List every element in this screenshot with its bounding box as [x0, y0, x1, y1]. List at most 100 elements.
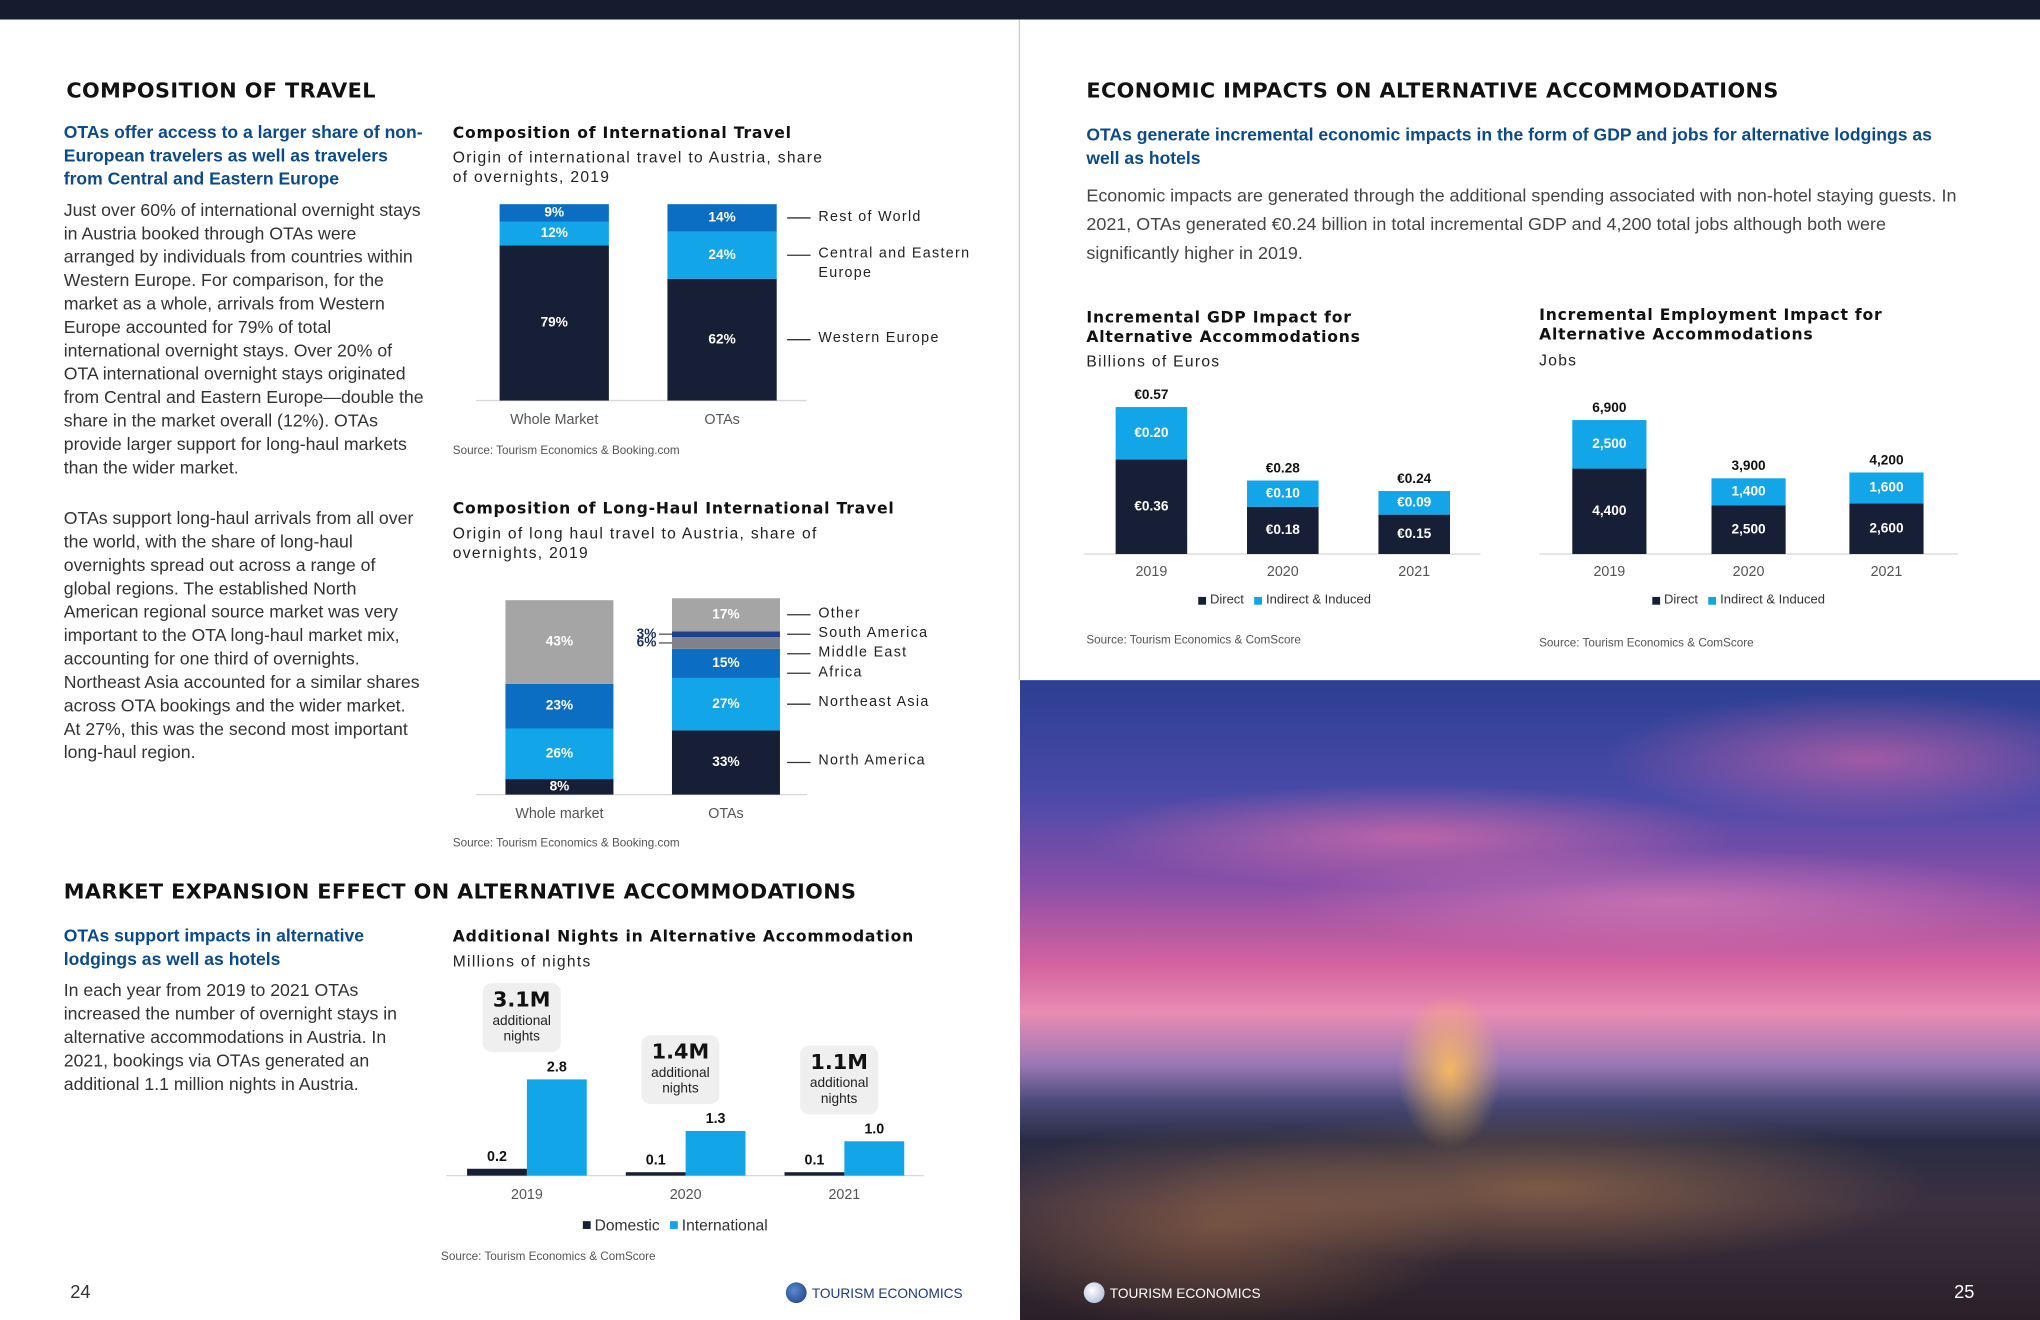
bar-segment [1247, 506, 1319, 555]
chart-subtitle: Jobs [1539, 351, 1578, 370]
section-heading: ECONOMIC IMPACTS ON ALTERNATIVE ACCOMMOD… [1086, 78, 1779, 103]
legend-label: Domestic [594, 1215, 660, 1235]
logo-text: TOURISM ECONOMICS [1109, 1286, 1261, 1302]
legend-label: Direct [1664, 593, 1698, 608]
data-label: 6% [637, 635, 657, 650]
data-label: 1.0 [864, 1121, 884, 1137]
legend-label: Rest of World [818, 208, 922, 225]
data-label: 17% [712, 606, 739, 621]
chart-title: Incremental GDP Impact for Alternative A… [1086, 308, 1361, 346]
category-label: 2020 [1733, 564, 1765, 580]
chart-title: Composition of International Travel [452, 123, 792, 142]
data-label: 1.3 [706, 1111, 726, 1127]
legend: Direct Indirect & Induced [1652, 593, 1835, 608]
data-label: 43% [546, 634, 573, 649]
bar-segment [505, 728, 614, 780]
bar-segment [505, 600, 614, 684]
data-label: 1,600 [1869, 480, 1904, 495]
data-label: €0.09 [1397, 494, 1432, 509]
legend-label: Northeast Asia [818, 695, 930, 711]
data-label: €0.36 [1134, 498, 1169, 513]
legend-label: Indirect & Induced [1266, 593, 1371, 608]
category-label: 2019 [1593, 564, 1625, 580]
category-label: Whole Market [510, 412, 598, 428]
bar-segment [505, 779, 614, 795]
data-label: 2,600 [1869, 520, 1904, 535]
legend-label: Middle East [818, 644, 908, 661]
legend-label: International [681, 1215, 768, 1235]
page-number: 25 [1954, 1280, 1975, 1302]
data-label: 23% [546, 698, 573, 713]
data-label: 2,500 [1731, 521, 1766, 536]
data-label: 26% [546, 745, 573, 760]
legend-item: Indirect & Induced [1254, 593, 1371, 607]
logo-icon [785, 1282, 807, 1304]
bar-segment [671, 648, 780, 678]
chart-source: Source: Tourism Economics & Booking.com [452, 836, 680, 850]
bar-segment [671, 677, 780, 731]
category-label: 2019 [1135, 564, 1167, 580]
legend-label: Western Europe [818, 330, 940, 347]
annotation-box: 3.1M additional nights [482, 983, 561, 1053]
logo-icon [1083, 1282, 1105, 1304]
total-label: €0.57 [1134, 387, 1168, 402]
data-label: 33% [712, 754, 739, 769]
bar-segment [1572, 468, 1647, 555]
data-label: 3% [637, 626, 657, 641]
category-label: 2021 [1871, 564, 1903, 580]
total-label: €0.28 [1266, 460, 1301, 475]
data-label: €0.15 [1397, 526, 1432, 541]
legend-swatch [582, 1221, 591, 1229]
bar-segment [1115, 459, 1188, 555]
data-label: €0.10 [1266, 485, 1301, 500]
bar [685, 1130, 746, 1176]
legend-item: Indirect & Induced [1708, 593, 1825, 607]
paragraph: In each year from 2019 to 2021 OTAs incr… [63, 980, 398, 1094]
chart-subtitle: Millions of nights [452, 951, 592, 971]
data-label: €0.20 [1134, 425, 1169, 440]
bar-segment [505, 683, 614, 729]
category-label: 2021 [828, 1187, 860, 1203]
chart-source: Source: Tourism Economics & Booking.com [452, 443, 680, 457]
legend: Direct Indirect & Induced [1198, 593, 1381, 608]
bar-segment [667, 231, 777, 279]
total-label: 4,200 [1869, 452, 1904, 467]
paragraph: OTAs support long-haul arrivals from all… [63, 508, 420, 763]
legend-label: Indirect & Induced [1720, 593, 1825, 608]
section-lead: OTAs support impacts in alternative lodg… [63, 925, 365, 969]
bar-segment [499, 245, 609, 401]
category-label: Whole market [515, 806, 603, 822]
legend-swatch [1708, 596, 1717, 605]
data-label: 2.8 [547, 1059, 567, 1075]
bar [526, 1079, 587, 1176]
legend-item: International [670, 1216, 768, 1234]
data-label: 14% [708, 210, 735, 225]
legend-label: North America [818, 753, 926, 770]
bar-segment [1711, 478, 1786, 506]
bar [784, 1172, 845, 1176]
chart-source: Source: Tourism Economics & ComScore [1539, 635, 1754, 649]
chart-title: Incremental Employment Impact for Altern… [1539, 305, 1883, 344]
category-label: 2020 [670, 1187, 702, 1203]
annotation-text: additional nights [492, 1013, 551, 1045]
data-label: 9% [544, 205, 564, 220]
annotation-value: 1.4M [651, 1038, 710, 1064]
chart-subtitle: Origin of long haul travel to Austria, s… [452, 524, 818, 562]
data-label: €0.18 [1266, 522, 1301, 537]
data-label: 4,400 [1592, 503, 1627, 518]
logo-text: TOURISM ECONOMICS [811, 1286, 963, 1302]
section-lead: OTAs generate incremental economic impac… [1086, 124, 1932, 168]
category-label: 2019 [511, 1187, 543, 1203]
section-heading: MARKET EXPANSION EFFECT ON ALTERNATIVE A… [63, 879, 857, 904]
legend: Domestic International [582, 1215, 778, 1235]
bar-segment [671, 637, 780, 649]
legend-label: Africa [818, 664, 863, 680]
annotation-value: 3.1M [492, 987, 551, 1012]
section-heading: COMPOSITION OF TRAVEL [66, 78, 376, 103]
annotation-text: additional nights [809, 1074, 869, 1107]
total-label: €0.24 [1397, 471, 1432, 486]
total-label: 3,900 [1731, 458, 1766, 473]
legend-label: Other [818, 605, 861, 622]
bar [625, 1172, 686, 1176]
chart-title: Composition of Long-Haul International T… [452, 499, 895, 518]
